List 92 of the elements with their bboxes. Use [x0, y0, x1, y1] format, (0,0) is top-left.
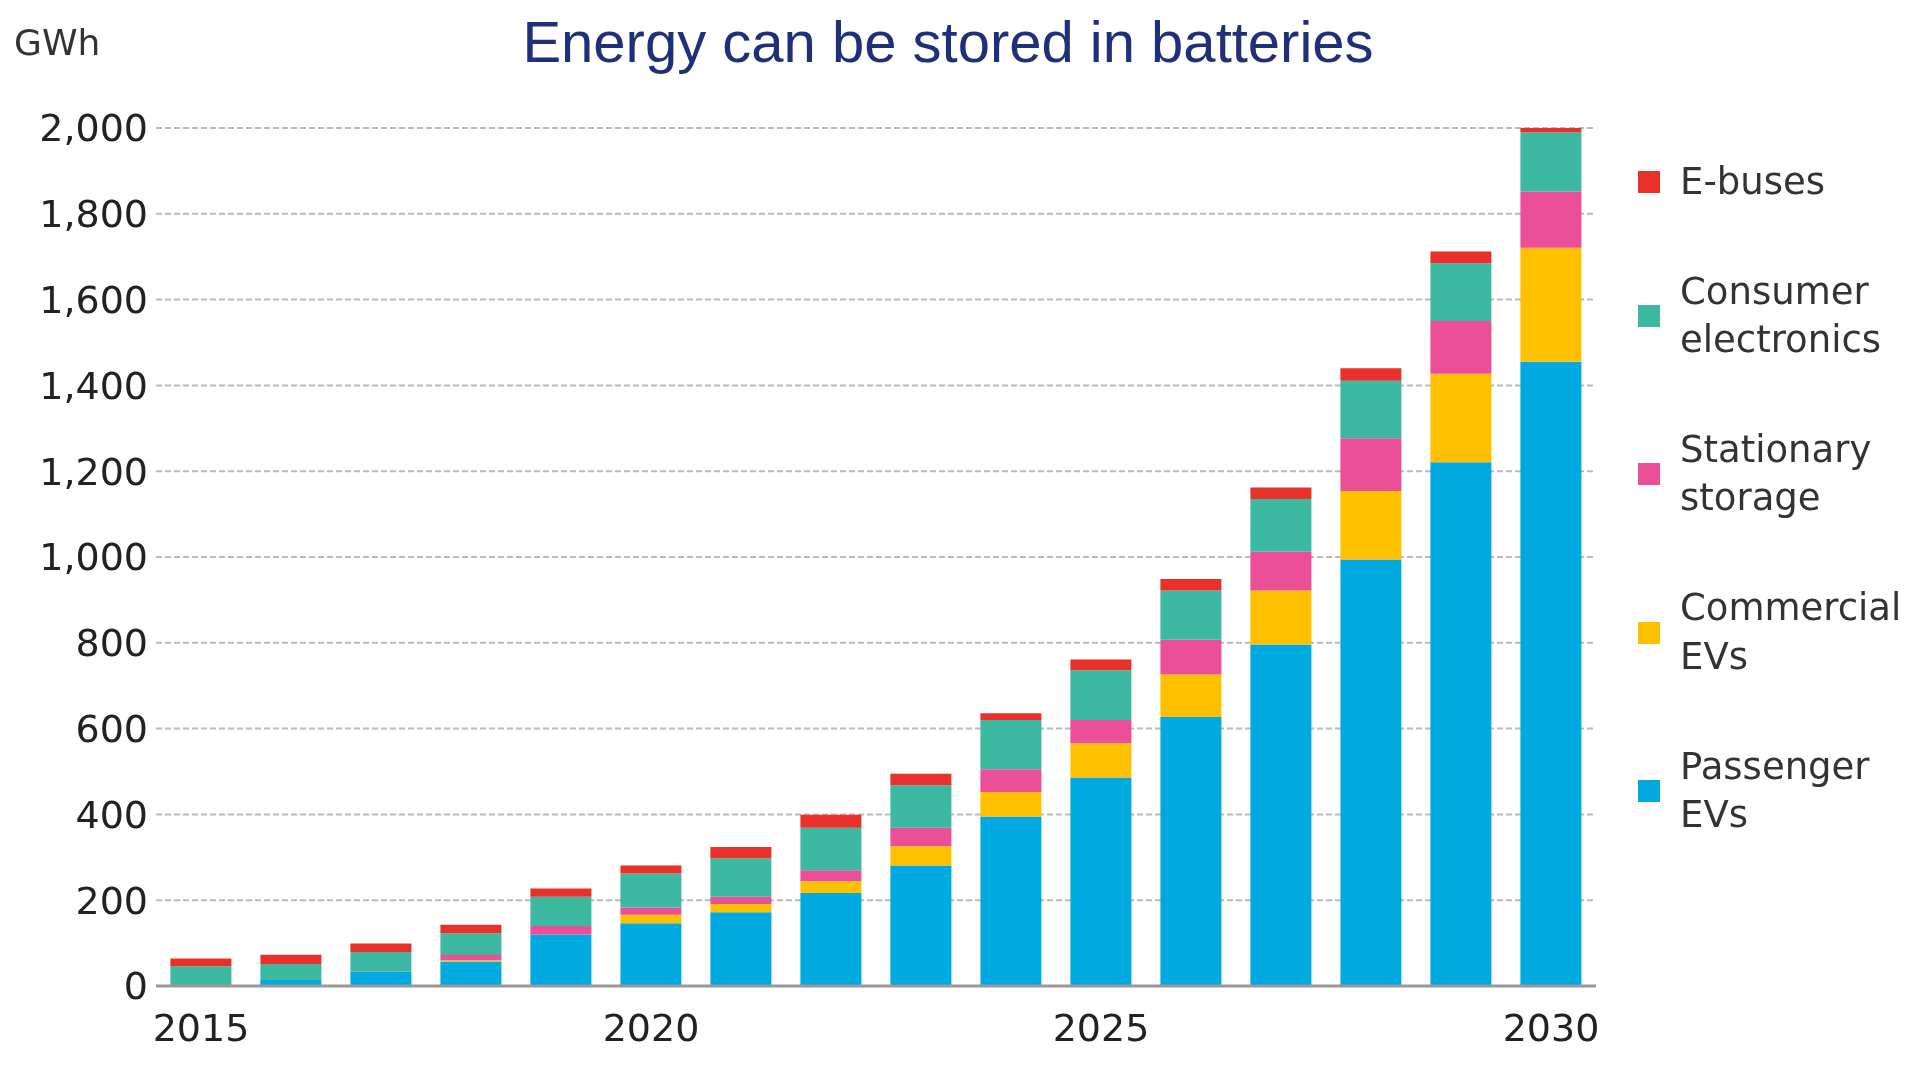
bar: [620, 873, 682, 908]
bar: [1520, 247, 1582, 362]
bar: [440, 961, 502, 986]
bar: [1070, 743, 1132, 778]
legend-label: E-buses: [1680, 159, 1825, 205]
bar: [440, 924, 502, 934]
bar: [530, 888, 592, 897]
bar: [1520, 361, 1582, 986]
bar: [440, 933, 502, 956]
bar: [710, 896, 772, 905]
bar: [800, 814, 862, 828]
bar: [530, 934, 592, 986]
bar: [170, 958, 232, 967]
bar: [890, 865, 952, 986]
bar: [1430, 251, 1492, 264]
y-tick-label: 1,000: [39, 535, 148, 580]
bar: [1070, 777, 1132, 986]
x-tick-label: 2025: [1052, 1005, 1150, 1050]
y-tick-label: 2,000: [39, 106, 148, 151]
chart-title: Energy can be stored in batteries: [522, 9, 1374, 74]
bar: [980, 720, 1042, 770]
bar: [710, 904, 772, 913]
bar: [170, 966, 232, 986]
bar: [1160, 578, 1222, 591]
bar: [530, 896, 592, 926]
bar: [350, 971, 412, 986]
bar: [260, 954, 322, 965]
bar: [1070, 670, 1132, 721]
bar: [1250, 590, 1312, 645]
bar: [1160, 717, 1222, 986]
x-tick-label: 2030: [1502, 1005, 1600, 1050]
y-tick-label: 800: [75, 621, 148, 666]
bar: [800, 870, 862, 882]
bar: [1340, 490, 1402, 560]
y-tick-label: 1,200: [39, 449, 148, 494]
y-axis-title: GWh: [14, 22, 101, 63]
bar: [800, 827, 862, 871]
bar: [890, 773, 952, 786]
bar: [1250, 487, 1312, 500]
bar: [980, 769, 1042, 793]
legend-label: Commercial EVs: [1680, 585, 1903, 680]
bar: [350, 952, 412, 972]
bar: [1430, 462, 1492, 986]
legend-label: Consumer electronics: [1680, 269, 1883, 364]
bar: [440, 955, 502, 961]
bar: [710, 847, 772, 859]
bar: [1160, 590, 1222, 640]
bar: [1340, 380, 1402, 439]
bar: [1520, 132, 1582, 192]
bar: [980, 713, 1042, 721]
bar: [530, 925, 592, 935]
bar: [980, 792, 1042, 817]
bar: [710, 912, 772, 986]
bar: [350, 943, 412, 953]
bar: [1070, 659, 1132, 671]
bar: [620, 907, 682, 915]
bar: [1340, 559, 1402, 986]
y-tick-label: 600: [75, 707, 148, 752]
bar: [1070, 720, 1132, 744]
bar: [890, 846, 952, 866]
x-tick-label: 2020: [602, 1005, 700, 1050]
y-tick-label: 1,800: [39, 192, 148, 237]
bar: [1250, 551, 1312, 591]
bar: [620, 923, 682, 986]
bar: [800, 881, 862, 893]
bar: [1430, 263, 1492, 322]
bar: [1250, 499, 1312, 552]
bar: [1250, 644, 1312, 986]
x-tick-label: 2015: [152, 1005, 250, 1050]
bar: [1160, 674, 1222, 718]
bar: [1160, 639, 1222, 675]
y-tick-label: 1,600: [39, 278, 148, 323]
bar: [890, 785, 952, 828]
y-tick-label: 1,400: [39, 363, 148, 408]
y-tick-label: 200: [75, 878, 148, 923]
bar: [1340, 368, 1402, 381]
bar: [1430, 373, 1492, 463]
bar: [620, 914, 682, 924]
bar: [800, 892, 862, 986]
bar: [260, 964, 322, 980]
bar: [890, 827, 952, 847]
bar: [1430, 321, 1492, 374]
bar: [1340, 438, 1402, 491]
bar: [980, 816, 1042, 986]
bar: [710, 858, 772, 897]
y-tick-label: 0: [123, 964, 148, 1009]
bar: [1520, 191, 1582, 248]
legend-label: Passenger EVs: [1680, 743, 1871, 838]
legend-label: Stationary storage: [1680, 427, 1873, 522]
bar: [620, 865, 682, 874]
bar: [1520, 128, 1582, 133]
y-tick-label: 400: [75, 792, 148, 837]
